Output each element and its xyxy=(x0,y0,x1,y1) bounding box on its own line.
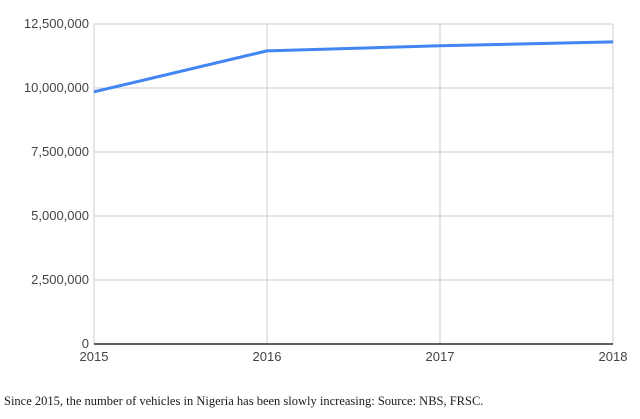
plot-area xyxy=(93,23,614,345)
x-tick-label: 2017 xyxy=(425,349,455,364)
y-tick-label: 2,500,000 xyxy=(31,272,89,287)
y-tick-label: 0 xyxy=(81,336,89,351)
y-tick-label: 5,000,000 xyxy=(31,208,89,223)
y-tick-label: 12,500,000 xyxy=(23,16,89,31)
y-tick-label: 10,000,000 xyxy=(23,80,89,95)
x-tick-label: 2016 xyxy=(252,349,282,364)
chart-caption: Since 2015, the number of vehicles in Ni… xyxy=(4,394,484,408)
x-tick-label: 2015 xyxy=(79,349,109,364)
data-line-series xyxy=(93,40,614,94)
y-tick-label: 7,500,000 xyxy=(31,144,89,159)
x-tick-label: 2018 xyxy=(598,349,628,364)
line-chart: 0 2,500,000 5,000,000 7,500,000 10,000,000 12… xyxy=(23,16,628,364)
